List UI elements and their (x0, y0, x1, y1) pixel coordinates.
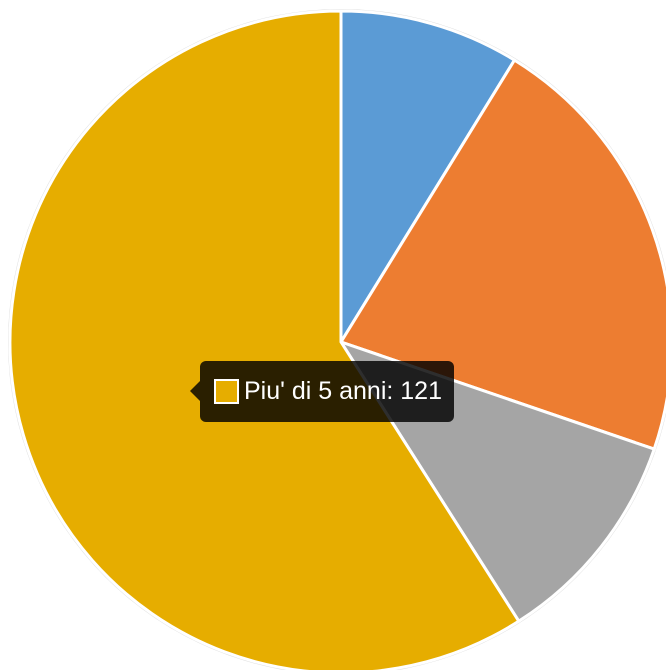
pie-slices (8, 9, 666, 670)
pie-slice-4[interactable] (8, 9, 521, 670)
tooltip-arrow (190, 381, 200, 401)
tooltip-color-swatch (214, 379, 239, 404)
pie-slice-2[interactable] (338, 58, 666, 452)
pie-slice-1[interactable] (339, 9, 517, 348)
tooltip-text: Piu' di 5 anni: 121 (244, 377, 442, 405)
tooltip: Piu' di 5 anni: 121 (190, 361, 454, 422)
